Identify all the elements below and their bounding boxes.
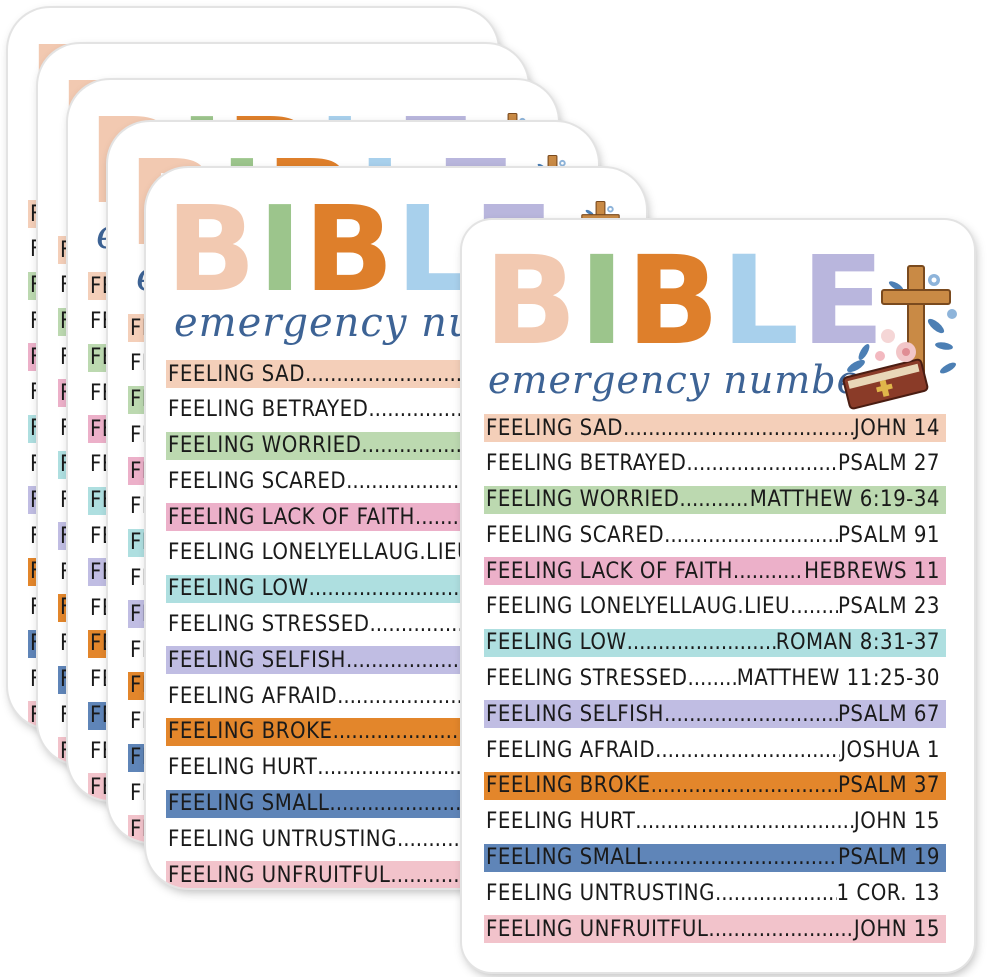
title-letter: I <box>579 230 624 372</box>
feeling-label: FEELING WORRIED <box>168 433 362 459</box>
feeling-row: FEELING LACK OF FAITH HEBREWS 11 <box>484 557 946 586</box>
feeling-label: FEELING LONELYELLAUG.LIEU <box>486 594 791 620</box>
title-letter: E <box>801 230 884 372</box>
cross-with-bible-and-flowers-icon <box>836 256 966 420</box>
feeling-row: FEELING HURT JOHN 15 <box>484 807 946 836</box>
leader-dots <box>664 702 838 727</box>
feeling-label: FEELING STRESSED <box>486 666 688 692</box>
feeling-row: FEELING BETRAYED PSALM 27 <box>484 449 946 478</box>
feeling-row: FEELING STRESSED MATTHEW 11:25-30 <box>484 664 946 693</box>
feeling-label: FEELING LACK OF FAITH <box>486 558 733 584</box>
feeling-label: FEELING UNFRUITFUL <box>486 916 709 942</box>
feeling-label: FEELING AFRAID <box>168 683 338 709</box>
feeling-row: FEELING SMALL PSALM 19 <box>484 843 946 872</box>
verse-reference: MATTHEW 11:25-30 <box>736 666 940 692</box>
feeling-row: FEELING WORRIED MATTHEW 6:19-34 <box>484 485 946 514</box>
title-letter: B <box>484 230 577 372</box>
verse-reference: 1 COR. 13 <box>836 880 940 906</box>
feeling-label: FEELING STRESSED <box>168 612 370 638</box>
feeling-row: FEELING BROKE PSALM 37 <box>484 771 946 800</box>
feeling-row: FEELING UNTRUSTING 1 COR. 13 <box>484 879 946 908</box>
verse-reference: JOHN 14 <box>853 415 940 441</box>
feeling-label: FEELING SAD <box>168 361 305 387</box>
feeling-label: FEELING AFRAID <box>486 737 656 763</box>
feeling-label: FEELING LOW <box>486 630 627 656</box>
verse-reference: JOHN 15 <box>853 916 940 942</box>
feeling-label: FEELING BROKE <box>168 719 333 745</box>
feeling-label: FEELING LOW <box>168 576 309 602</box>
verse-reference: JOSHUA 1 <box>840 737 940 763</box>
feeling-label: FEELING BROKE <box>486 773 651 799</box>
verse-reference: MATTHEW 6:19-34 <box>749 487 940 513</box>
title-letter: B <box>303 180 394 318</box>
feeling-row: FEELING AFRAID JOSHUA 1 <box>484 736 946 765</box>
leader-dots <box>651 773 838 798</box>
leader-dots <box>664 523 838 548</box>
feeling-label: FEELING WORRIED <box>486 487 680 513</box>
feeling-label: FEELING SELFISH <box>486 701 664 727</box>
feeling-label: FEELING SMALL <box>486 845 648 871</box>
leader-dots <box>686 451 838 476</box>
title-letter: B <box>626 230 719 372</box>
verse-reference: ROMAN 8:31-37 <box>775 630 940 656</box>
leader-dots <box>647 845 838 870</box>
feeling-label: FEELING SCARED <box>168 468 347 494</box>
feeling-label: FEELING SAD <box>486 415 623 441</box>
verse-reference: JOHN 15 <box>853 809 940 835</box>
leader-dots <box>623 416 854 441</box>
feeling-label: FEELING UNFRUITFUL <box>168 862 391 888</box>
title-letter: I <box>257 180 302 318</box>
verse-reference: HEBREWS 11 <box>804 558 940 584</box>
feeling-row: FEELING SELFISH PSALM 67 <box>484 700 946 729</box>
feeling-label: FEELING LONELYELLAUG.LIEU <box>168 540 473 566</box>
leader-dots <box>679 487 749 512</box>
feeling-row: FEELING SCARED PSALM 91 <box>484 521 946 550</box>
feeling-label: FEELING SELFISH <box>168 647 346 673</box>
verse-reference: PSALM 37 <box>837 773 940 799</box>
feeling-row: FEELING SAD JOHN 14 <box>484 414 946 442</box>
feeling-label: FEELING BETRAYED <box>486 451 687 477</box>
feelings-list: FEELING SAD JOHN 14 FEELING BETRAYED PSALM… <box>484 414 946 951</box>
leader-dots <box>733 559 804 584</box>
title-letter: B <box>166 180 256 318</box>
title-letter: L <box>395 180 471 318</box>
verse-reference: PSALM 91 <box>837 522 940 548</box>
feeling-label: FEELING HURT <box>168 755 318 781</box>
verse-reference: PSALM 67 <box>837 701 940 727</box>
feeling-label: FEELING BETRAYED <box>168 397 369 423</box>
leader-dots <box>655 738 840 763</box>
title-letter: L <box>721 230 799 372</box>
leader-dots <box>687 666 736 691</box>
subtitle: emergency number <box>488 358 880 402</box>
leader-dots <box>627 630 776 655</box>
feeling-label: FEELING LACK OF FAITH <box>168 504 415 530</box>
feeling-label: FEELING SCARED <box>486 522 665 548</box>
feeling-row: FEELING UNFRUITFUL JOHN 15 <box>484 915 946 944</box>
leader-dots <box>635 809 854 834</box>
verse-reference: PSALM 19 <box>837 845 940 871</box>
feeling-row: FEELING LOW ROMAN 8:31-37 <box>484 628 946 657</box>
feeling-row: FEELING LONELYELLAUG.LIEU PSALM 23 <box>484 592 946 621</box>
verse-reference: PSALM 27 <box>837 451 940 477</box>
feeling-label: FEELING UNTRUSTING <box>168 826 397 852</box>
verse-reference: PSALM 23 <box>837 594 940 620</box>
feeling-label: FEELING HURT <box>486 809 636 835</box>
leader-dots <box>708 917 854 942</box>
feeling-label: FEELING SMALL <box>168 791 330 817</box>
leader-dots <box>790 594 838 619</box>
leader-dots <box>715 881 837 906</box>
feeling-row: FEELING UNFRUITFUL <box>166 861 646 888</box>
feeling-label: FEELING UNTRUSTING <box>486 880 715 906</box>
